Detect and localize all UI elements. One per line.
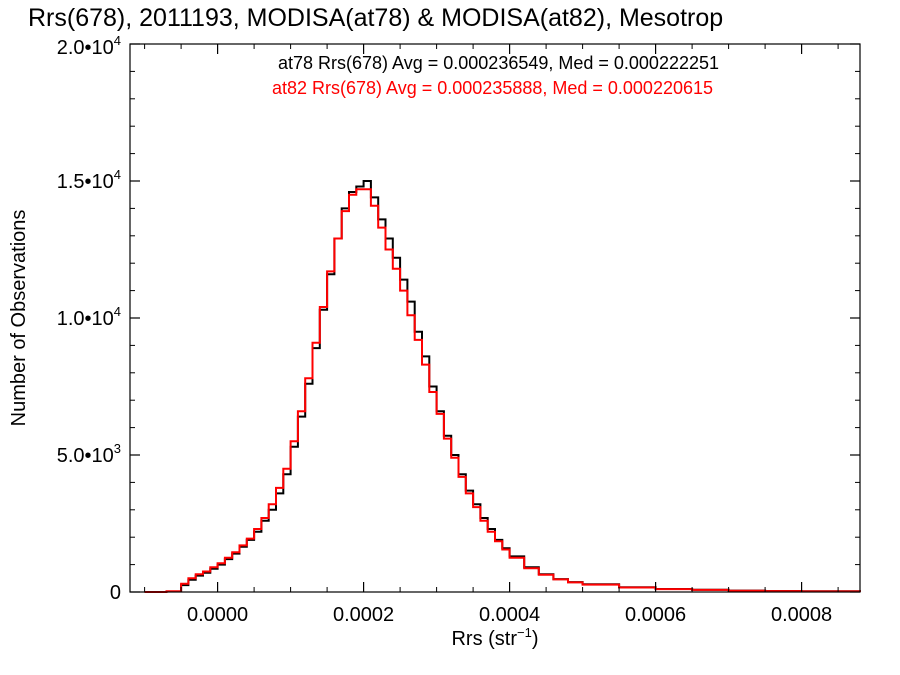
series-line-at82 — [144, 188, 861, 593]
y-tick-label: 1.5•104 — [57, 167, 121, 193]
y-axis: 0 5.0•103 1.0•104 1.5•104 2.0•104 — [57, 33, 860, 604]
x-tick-label: 0.0006 — [625, 604, 686, 626]
x-axis: 0.0000 0.0002 0.0004 0.0006 0.0008 — [144, 44, 839, 626]
x-tick-label: 0.0008 — [771, 604, 832, 626]
y-tick-label: 5.0•103 — [57, 441, 121, 467]
annotation-at82: at82 Rrs(678) Avg = 0.000235888, Med = 0… — [272, 78, 713, 98]
series-line-at78 — [144, 180, 861, 593]
y-tick-label: 0 — [110, 582, 121, 604]
y-axis-label: Number of Observations — [8, 210, 30, 427]
x-tick-label: 0.0000 — [187, 604, 248, 626]
y-tick-label: 2.0•104 — [57, 33, 121, 59]
x-tick-label: 0.0004 — [479, 604, 540, 626]
plot-lines — [144, 180, 861, 593]
annotation-at78: at78 Rrs(678) Avg = 0.000236549, Med = 0… — [278, 53, 719, 73]
x-tick-label: 0.0002 — [333, 604, 394, 626]
plot-frame — [129, 43, 861, 593]
x-axis-label: Rrs (str−1) — [451, 625, 538, 650]
y-tick-label: 1.0•104 — [57, 304, 121, 330]
chart-title: Rrs(678), 2011193, MODISA(at78) & MODISA… — [28, 4, 723, 32]
